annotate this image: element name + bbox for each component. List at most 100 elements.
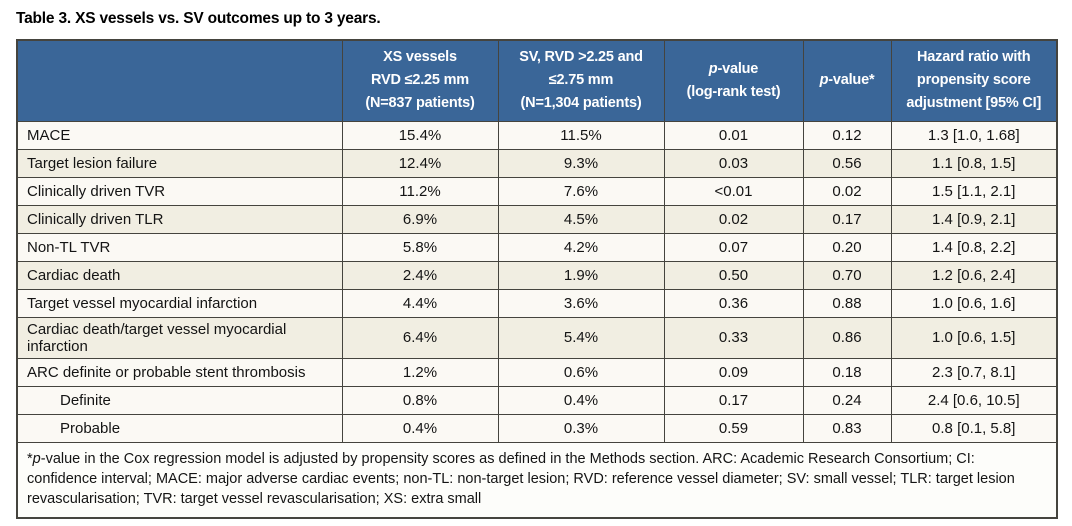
cell-p-logrank: 0.03 xyxy=(663,148,804,178)
cell-p-adjusted: 0.17 xyxy=(802,204,892,234)
cell-sv: 9.3% xyxy=(497,148,665,178)
table-row-cardiac-death-tvmi: Cardiac death/target vessel myocardial i… xyxy=(16,316,1058,359)
cell-sv: 3.6% xyxy=(497,288,665,318)
cell-hazard-ratio: 1.0 [0.6, 1.6] xyxy=(890,288,1058,318)
header-cell-hazard-ratio: Hazard ratio with propensity score adjus… xyxy=(890,39,1058,122)
table-row-mace: MACE 15.4% 11.5% 0.01 0.12 1.3 [1.0, 1.6… xyxy=(16,120,1058,150)
header-line: ≤2.75 mm xyxy=(548,72,614,89)
cell-xs: 0.4% xyxy=(341,413,499,443)
cell-xs: 4.4% xyxy=(341,288,499,318)
header-line: (N=837 patients) xyxy=(365,95,475,112)
cell-sv: 0.4% xyxy=(497,385,665,415)
header-line: p-value xyxy=(708,60,759,77)
header-line: XS vessels xyxy=(383,49,457,65)
cell-hazard-ratio: 1.0 [0.6, 1.5] xyxy=(890,316,1058,359)
table-row-probable: Probable 0.4% 0.3% 0.59 0.83 0.8 [0.1, 5… xyxy=(16,413,1058,443)
row-label: Probable xyxy=(16,413,343,443)
cell-xs: 15.4% xyxy=(341,120,499,150)
header-cell-xs-vessels: XS vessels RVD ≤2.25 mm (N=837 patients) xyxy=(341,39,499,122)
cell-hazard-ratio: 1.2 [0.6, 2.4] xyxy=(890,260,1058,290)
cell-p-adjusted: 0.18 xyxy=(802,357,892,387)
cell-sv: 4.5% xyxy=(497,204,665,234)
footnote: *p-value in the Cox regression model is … xyxy=(16,441,1058,519)
cell-hazard-ratio: 2.4 [0.6, 10.5] xyxy=(890,385,1058,415)
header-row: XS vessels RVD ≤2.25 mm (N=837 patients)… xyxy=(16,39,1058,122)
table-row-non-tl-tvr: Non-TL TVR 5.8% 4.2% 0.07 0.20 1.4 [0.8,… xyxy=(16,232,1058,262)
table-row-tvmi: Target vessel myocardial infarction 4.4%… xyxy=(16,288,1058,318)
row-label: Cardiac death/target vessel myocardial i… xyxy=(16,316,343,359)
table-header: XS vessels RVD ≤2.25 mm (N=837 patients)… xyxy=(16,39,1058,122)
footnote-text: -value in the Cox regression model is ad… xyxy=(27,450,1015,507)
cell-xs: 1.2% xyxy=(341,357,499,387)
outcomes-table: XS vessels RVD ≤2.25 mm (N=837 patients)… xyxy=(16,39,1058,519)
footnote-prefix: * xyxy=(27,450,33,467)
cell-hazard-ratio: 2.3 [0.7, 8.1] xyxy=(890,357,1058,387)
cell-sv: 5.4% xyxy=(497,316,665,359)
cell-p-logrank: 0.33 xyxy=(663,316,804,359)
cell-p-adjusted: 0.24 xyxy=(802,385,892,415)
cell-p-adjusted: 0.88 xyxy=(802,288,892,318)
cell-p-adjusted: 0.83 xyxy=(802,413,892,443)
cell-xs: 5.8% xyxy=(341,232,499,262)
cell-sv: 0.6% xyxy=(497,357,665,387)
cell-p-logrank: <0.01 xyxy=(663,176,804,206)
row-label: Non-TL TVR xyxy=(16,232,343,262)
header-line: (N=1,304 patients) xyxy=(520,95,642,112)
row-label: Clinically driven TVR xyxy=(16,176,343,206)
cell-p-adjusted: 0.02 xyxy=(802,176,892,206)
header-line: SV, RVD >2.25 and xyxy=(519,49,643,65)
cell-sv: 1.9% xyxy=(497,260,665,290)
cell-hazard-ratio: 1.1 [0.8, 1.5] xyxy=(890,148,1058,178)
header-line: (log-rank test) xyxy=(686,83,781,100)
table-footer: *p-value in the Cox regression model is … xyxy=(16,441,1058,519)
row-label: Target vessel myocardial infarction xyxy=(16,288,343,318)
table-row-definite: Definite 0.8% 0.4% 0.17 0.24 2.4 [0.6, 1… xyxy=(16,385,1058,415)
row-label: Clinically driven TLR xyxy=(16,204,343,234)
row-label: MACE xyxy=(16,120,343,150)
cell-sv: 4.2% xyxy=(497,232,665,262)
cell-p-adjusted: 0.70 xyxy=(802,260,892,290)
table-row-cd-tvr: Clinically driven TVR 11.2% 7.6% <0.01 0… xyxy=(16,176,1058,206)
row-label: ARC definite or probable stent thrombosi… xyxy=(16,357,343,387)
header-line: RVD ≤2.25 mm xyxy=(371,72,469,89)
table-row-tlf: Target lesion failure 12.4% 9.3% 0.03 0.… xyxy=(16,148,1058,178)
cell-hazard-ratio: 1.5 [1.1, 2.1] xyxy=(890,176,1058,206)
cell-xs: 6.9% xyxy=(341,204,499,234)
cell-sv: 7.6% xyxy=(497,176,665,206)
header-line: propensity score xyxy=(916,72,1031,89)
cell-hazard-ratio: 1.3 [1.0, 1.68] xyxy=(890,120,1058,150)
cell-p-logrank: 0.09 xyxy=(663,357,804,387)
cell-p-adjusted: 0.56 xyxy=(802,148,892,178)
cell-p-adjusted: 0.20 xyxy=(802,232,892,262)
cell-xs: 12.4% xyxy=(341,148,499,178)
cell-xs: 6.4% xyxy=(341,316,499,359)
table-row-cd-tlr: Clinically driven TLR 6.9% 4.5% 0.02 0.1… xyxy=(16,204,1058,234)
cell-p-logrank: 0.50 xyxy=(663,260,804,290)
cell-p-adjusted: 0.86 xyxy=(802,316,892,359)
cell-p-logrank: 0.17 xyxy=(663,385,804,415)
table-title: Table 3. XS vessels vs. SV outcomes up t… xyxy=(16,10,381,27)
cell-hazard-ratio: 1.4 [0.8, 2.2] xyxy=(890,232,1058,262)
cell-xs: 0.8% xyxy=(341,385,499,415)
cell-sv: 0.3% xyxy=(497,413,665,443)
cell-p-logrank: 0.07 xyxy=(663,232,804,262)
header-line: p-value* xyxy=(819,72,875,89)
cell-p-logrank: 0.59 xyxy=(663,413,804,443)
cell-xs: 2.4% xyxy=(341,260,499,290)
cell-p-logrank: 0.02 xyxy=(663,204,804,234)
header-cell-empty xyxy=(16,39,343,122)
footnote-row: *p-value in the Cox regression model is … xyxy=(16,441,1058,519)
table-body: MACE 15.4% 11.5% 0.01 0.12 1.3 [1.0, 1.6… xyxy=(16,120,1058,443)
header-line: Hazard ratio with xyxy=(917,49,1031,65)
cell-hazard-ratio: 0.8 [0.1, 5.8] xyxy=(890,413,1058,443)
header-cell-p-logrank: p-value (log-rank test) xyxy=(663,39,804,122)
table-row-cardiac-death: Cardiac death 2.4% 1.9% 0.50 0.70 1.2 [0… xyxy=(16,260,1058,290)
cell-p-adjusted: 0.12 xyxy=(802,120,892,150)
cell-hazard-ratio: 1.4 [0.9, 2.1] xyxy=(890,204,1058,234)
header-line: adjustment [95% CI] xyxy=(906,95,1042,112)
row-label: Cardiac death xyxy=(16,260,343,290)
table-row-arc-stent-thrombosis: ARC definite or probable stent thrombosi… xyxy=(16,357,1058,387)
row-label: Target lesion failure xyxy=(16,148,343,178)
cell-xs: 11.2% xyxy=(341,176,499,206)
